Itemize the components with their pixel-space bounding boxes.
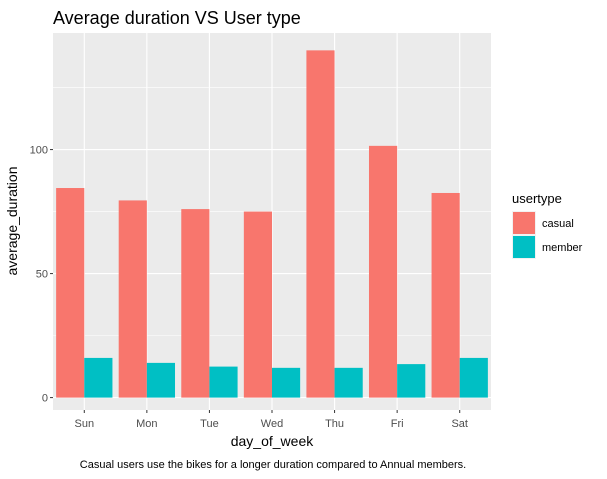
- bar-casual-wed: [243, 211, 272, 398]
- x-axis: Sun Mon Tue Wed Thu Fri Sat: [74, 410, 468, 430]
- legend-key-casual: [513, 212, 535, 234]
- bar-member-tue: [209, 366, 238, 398]
- bar-casual-tue: [181, 209, 210, 398]
- bar-member-sat: [459, 357, 488, 398]
- x-tick-label: Wed: [261, 418, 283, 430]
- x-tick-label: Thu: [325, 418, 344, 430]
- x-tick-label: Tue: [200, 418, 219, 430]
- x-tick-label: Mon: [136, 418, 157, 430]
- legend-key-member: [513, 236, 535, 258]
- bar-casual-mon: [118, 200, 147, 398]
- legend-label-casual: casual: [542, 218, 574, 230]
- chart-caption: Casual users use the bikes for a longer …: [80, 459, 466, 471]
- y-axis-title: average_duration: [4, 167, 20, 276]
- x-axis-title: day_of_week: [231, 433, 315, 449]
- y-tick-label: 100: [30, 145, 48, 157]
- y-tick-label: 50: [36, 269, 48, 281]
- legend-title: usertype: [512, 191, 562, 206]
- bar-member-wed: [272, 367, 301, 398]
- bar-casual-sun: [56, 188, 85, 398]
- y-axis: 0 50 100: [30, 145, 53, 405]
- x-tick-label: Sat: [451, 418, 468, 430]
- x-tick-label: Fri: [391, 418, 404, 430]
- legend-label-member: member: [542, 242, 583, 254]
- legend: usertype casual member: [512, 191, 583, 259]
- bar-member-mon: [146, 362, 176, 398]
- y-tick-label: 0: [42, 393, 48, 405]
- bar-member-fri: [397, 364, 426, 398]
- bar-member-thu: [334, 367, 363, 398]
- bar-member-sun: [84, 357, 113, 398]
- bars: [56, 50, 488, 398]
- bar-casual-sat: [431, 192, 460, 398]
- bar-casual-fri: [368, 145, 398, 398]
- chart-title: Average duration VS User type: [53, 8, 301, 28]
- x-tick-label: Sun: [74, 418, 94, 430]
- bar-casual-thu: [306, 50, 335, 398]
